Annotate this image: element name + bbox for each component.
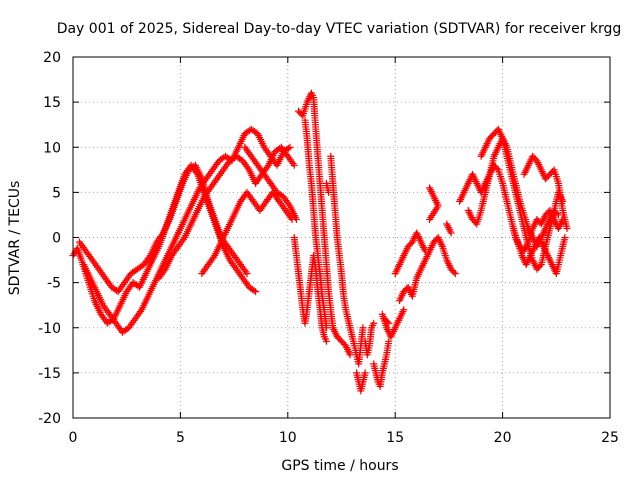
series-arc-24 [509, 224, 569, 278]
x-tick-labels: 0 5 10 15 20 25 [69, 430, 619, 446]
series-arc-13 [361, 319, 378, 359]
data-point [322, 337, 330, 345]
y-tick-label: -5 [47, 276, 61, 292]
data-point [290, 161, 298, 169]
y-tick-label: 0 [52, 231, 61, 247]
data-point [346, 351, 354, 359]
data-point [243, 270, 251, 278]
y-tick-label: 5 [52, 185, 61, 201]
data-point [370, 319, 378, 327]
series-arc-18 [391, 229, 429, 278]
y-axis-label: SDTVAR / TECUs [7, 181, 23, 296]
series-arc-12 [353, 369, 369, 395]
x-tick-label: 25 [601, 430, 619, 446]
series-arc-17 [395, 234, 459, 305]
data-point [250, 287, 258, 295]
data-point [493, 164, 501, 172]
data-point [252, 288, 260, 296]
series-arc-19 [426, 184, 442, 223]
y-tick-label: 15 [43, 95, 61, 111]
series-arc-3 [80, 125, 294, 336]
series-arc-25 [520, 152, 571, 232]
data-point [447, 229, 455, 237]
x-axis-label: GPS time / hours [281, 458, 398, 474]
data-point [359, 324, 367, 332]
data-points [69, 89, 571, 395]
data-point [325, 188, 333, 196]
data-point [426, 215, 434, 223]
data-point [563, 224, 571, 232]
data-point [292, 215, 300, 223]
data-point [451, 270, 459, 278]
x-tick-label: 5 [176, 430, 185, 446]
series-arc-1 [69, 161, 260, 327]
series-arc-7 [295, 89, 354, 359]
chart-title: Day 001 of 2025, Sidereal Day-to-day VTE… [57, 21, 622, 37]
data-point [284, 144, 292, 152]
series-arc-16 [380, 315, 393, 327]
y-tick-label: 20 [43, 50, 61, 66]
series-arc-20 [443, 220, 455, 237]
y-tick-label: -10 [38, 321, 61, 337]
x-tick-label: 20 [494, 430, 512, 446]
series-arc-14 [370, 337, 393, 390]
y-tick-label: -20 [38, 411, 61, 427]
series-arc-8 [290, 234, 330, 345]
series-arc-15 [378, 306, 408, 341]
data-point [322, 324, 330, 332]
x-tick-label: 0 [69, 430, 78, 446]
x-tick-label: 10 [279, 430, 297, 446]
series-arc-4 [155, 143, 298, 282]
series-arc-23 [477, 125, 567, 273]
data-point [421, 247, 429, 255]
axis-ticks [72, 56, 611, 419]
data-point [385, 319, 393, 327]
data-point [286, 143, 294, 151]
y-tick-label: -15 [38, 366, 61, 382]
x-tick-label: 15 [386, 430, 404, 446]
series-arc-5 [198, 188, 296, 278]
data-point [450, 268, 458, 276]
data-point [361, 369, 369, 377]
data-point [383, 318, 391, 326]
data-point [400, 306, 408, 314]
data-point [561, 234, 569, 241]
series-arc-10 [327, 152, 367, 368]
data-point [385, 337, 393, 345]
series-arc-9 [301, 116, 330, 332]
y-tick-labels: -20 -15 -10 -5 0 5 10 15 20 [38, 50, 61, 427]
data-point [536, 262, 544, 270]
series-arc-6 [241, 143, 300, 223]
series-arc-11 [322, 179, 333, 196]
y-tick-label: 10 [43, 140, 61, 156]
